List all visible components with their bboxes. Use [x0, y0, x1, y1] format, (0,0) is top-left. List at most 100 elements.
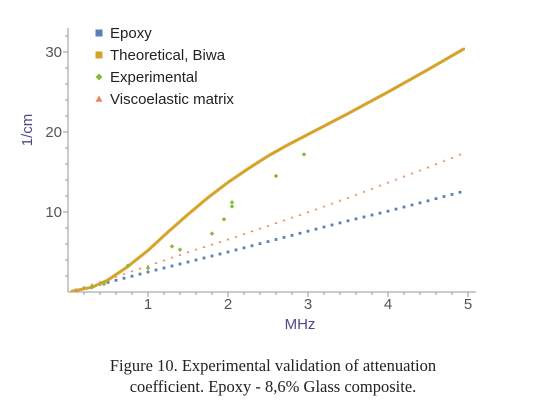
caption-line-1: Figure 10. Experimental validation of at…	[109, 356, 437, 375]
viscoelastic-matrix-point	[402, 174, 406, 178]
epoxy-point	[402, 205, 406, 209]
viscoelastic-matrix-point	[314, 207, 318, 211]
epoxy-point	[410, 203, 414, 207]
epoxy-point	[306, 229, 310, 233]
caption-line-2: coefficient. Epoxy - 8,6% Glass composit…	[129, 377, 417, 396]
viscoelastic-matrix-point	[146, 264, 150, 267]
viscoelastic-matrix-point	[98, 280, 102, 283]
experimental-point	[229, 204, 235, 209]
epoxy-point	[266, 240, 270, 243]
epoxy-point	[146, 270, 150, 274]
x-tick-label: 1	[144, 296, 152, 313]
viscoelastic-matrix-point	[226, 237, 230, 241]
experimental-point	[101, 281, 107, 287]
x-tick-label: 3	[304, 296, 312, 313]
viscoelastic-matrix-point	[186, 250, 190, 254]
viscoelastic-matrix-point	[378, 184, 382, 187]
experimental-point	[125, 263, 131, 268]
epoxy-point	[394, 207, 398, 211]
x-tick-label: 5	[464, 296, 472, 313]
viscoelastic-matrix-point	[458, 153, 462, 156]
epoxy-point	[234, 248, 238, 252]
viscoelastic-matrix-point	[218, 240, 222, 243]
epoxy-point	[122, 276, 126, 280]
viscoelastic-matrix-point	[138, 266, 142, 270]
viscoelastic-matrix-point	[162, 258, 166, 262]
epoxy-point	[346, 219, 350, 223]
epoxy-point	[362, 215, 366, 219]
epoxy-point	[450, 193, 454, 196]
legend-label-viscoelastic-matrix: Viscoelastic matrix	[110, 91, 234, 108]
viscoelastic-matrix-point	[74, 288, 78, 291]
viscoelastic-matrix-point	[338, 199, 342, 202]
epoxy-point	[338, 221, 342, 225]
viscoelastic-matrix-point	[298, 213, 302, 216]
viscoelastic-matrix-point	[130, 269, 134, 273]
epoxy-point	[442, 195, 446, 198]
legend-marker-epoxy	[95, 29, 103, 37]
epoxy-point	[314, 227, 318, 231]
viscoelastic-matrix-point	[274, 221, 278, 224]
viscoelastic-matrix-point	[250, 229, 254, 233]
epoxy-point	[434, 197, 438, 201]
y-tick-label: 20	[45, 124, 62, 141]
y-axis-label: 1/cm	[19, 114, 36, 147]
experimental-point	[273, 173, 279, 179]
epoxy-point	[298, 231, 302, 235]
y-tick-label: 10	[45, 204, 62, 221]
epoxy-point	[218, 252, 222, 256]
legend-label-epoxy: Epoxy	[110, 25, 152, 42]
legend-marker-viscoelastic-matrix	[95, 95, 103, 102]
viscoelastic-matrix-point	[426, 165, 430, 169]
viscoelastic-matrix-point	[410, 171, 414, 175]
viscoelastic-matrix-point	[346, 196, 350, 199]
viscoelastic-matrix-point	[386, 181, 390, 184]
legend-marker-experimental	[95, 73, 103, 81]
x-tick-label: 4	[384, 296, 392, 313]
epoxy-point	[458, 190, 462, 194]
figure-caption: Figure 10. Experimental validation of at…	[0, 355, 546, 397]
epoxy-point	[154, 268, 158, 272]
epoxy-point	[290, 233, 294, 237]
epoxy-point	[106, 281, 110, 284]
viscoelastic-matrix-point	[90, 283, 94, 286]
epoxy-point	[370, 213, 374, 217]
viscoelastic-matrix-point	[418, 168, 422, 172]
legend-label-experimental: Experimental	[110, 69, 198, 86]
legend-label-theoretical-biwa: Theoretical, Biwa	[110, 47, 226, 64]
viscoelastic-matrix-point	[290, 216, 294, 219]
epoxy-point	[322, 225, 326, 229]
theoretical-biwa-point	[462, 47, 465, 51]
epoxy-point	[178, 262, 182, 266]
viscoelastic-matrix-point	[106, 277, 110, 281]
epoxy-point	[426, 199, 430, 203]
epoxy-point	[130, 274, 134, 278]
experimental-point	[229, 200, 235, 205]
epoxy-point	[114, 278, 118, 282]
epoxy-point	[242, 246, 246, 250]
viscoelastic-matrix-point	[306, 210, 310, 214]
viscoelastic-matrix-point	[234, 235, 238, 238]
viscoelastic-matrix-point	[242, 232, 246, 235]
epoxy-point	[138, 272, 142, 276]
viscoelastic-matrix-point	[370, 187, 374, 190]
epoxy-point	[282, 236, 286, 239]
epoxy-point	[354, 217, 358, 221]
experimental-point	[209, 231, 215, 236]
viscoelastic-matrix-point	[170, 256, 174, 259]
epoxy-point	[258, 242, 262, 246]
epoxy-point	[210, 254, 214, 258]
experimental-point	[221, 216, 227, 222]
y-tick-label: 30	[45, 44, 62, 61]
viscoelastic-matrix-point	[266, 224, 270, 227]
epoxy-point	[194, 258, 198, 262]
viscoelastic-matrix-point	[322, 204, 326, 208]
experimental-point	[89, 284, 95, 290]
viscoelastic-matrix-point	[434, 162, 438, 166]
viscoelastic-matrix-point	[442, 159, 446, 162]
viscoelastic-matrix-point	[202, 245, 206, 248]
viscoelastic-matrix-point	[330, 201, 334, 205]
epoxy-point	[418, 201, 422, 205]
epoxy-point	[330, 223, 334, 227]
x-tick-label: 2	[224, 296, 232, 313]
